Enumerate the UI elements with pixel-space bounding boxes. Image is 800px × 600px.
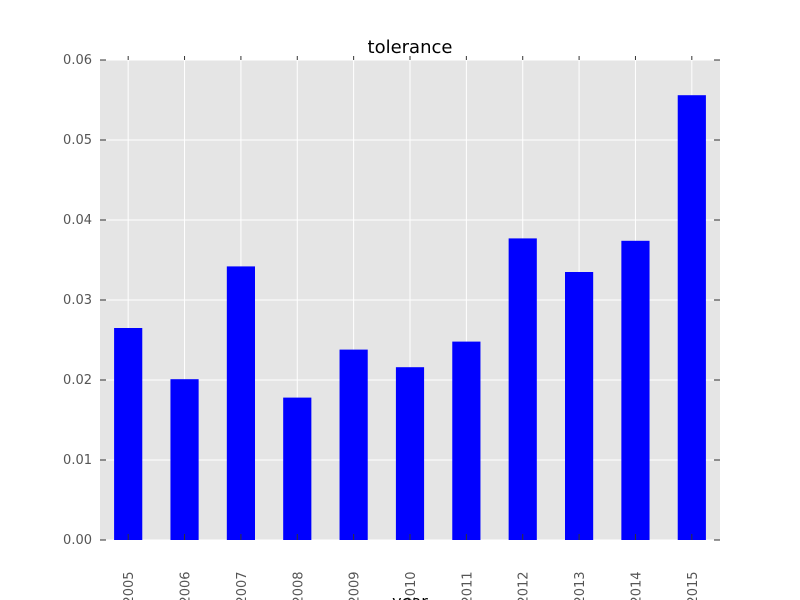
y-axis-ticks: 0.00 0.01 0.02 0.03 0.04 0.05 0.06: [63, 53, 720, 548]
bar-2006: [170, 379, 199, 540]
x-tick-label: 2011: [460, 571, 475, 600]
y-tick-label: 0.02: [63, 373, 92, 388]
bar-2009: [339, 349, 368, 540]
x-tick-label: 2006: [179, 571, 194, 600]
y-tick-label: 0.06: [63, 53, 92, 68]
bar-2012: [508, 238, 537, 540]
chart-title: tolerance: [368, 37, 453, 58]
bar-2005: [114, 328, 143, 540]
bar-2014: [621, 240, 650, 541]
y-tick-label: 0.03: [63, 293, 92, 308]
x-tick-label: 2009: [348, 571, 363, 600]
bar-2008: [283, 397, 312, 540]
x-tick-label: 2008: [291, 571, 306, 600]
bar-2013: [565, 272, 594, 540]
x-tick-label: 2013: [573, 571, 588, 600]
bar-2015: [677, 95, 706, 540]
bars: [114, 95, 706, 541]
x-axis-ticks: 2005 2006 2007 2008 2009 2010 2011 2012 2013 2014…: [122, 56, 701, 600]
y-tick-label: 0.01: [63, 453, 92, 468]
y-tick-label: 0.05: [63, 133, 92, 148]
y-tick-label: 0.04: [63, 213, 92, 228]
x-tick-label: 2014: [629, 571, 644, 600]
x-tick-label: 2012: [517, 571, 532, 600]
bar-2007: [226, 266, 255, 540]
bar-2010: [395, 367, 425, 540]
y-tick-label: 0.00: [63, 533, 92, 548]
x-axis-label: year: [392, 592, 428, 600]
x-tick-label: 2007: [235, 571, 250, 600]
x-tick-label: 2005: [122, 571, 137, 600]
x-tick-label: 2010: [404, 571, 419, 600]
x-tick-label: 2015: [686, 571, 701, 600]
bar-2011: [452, 341, 481, 540]
